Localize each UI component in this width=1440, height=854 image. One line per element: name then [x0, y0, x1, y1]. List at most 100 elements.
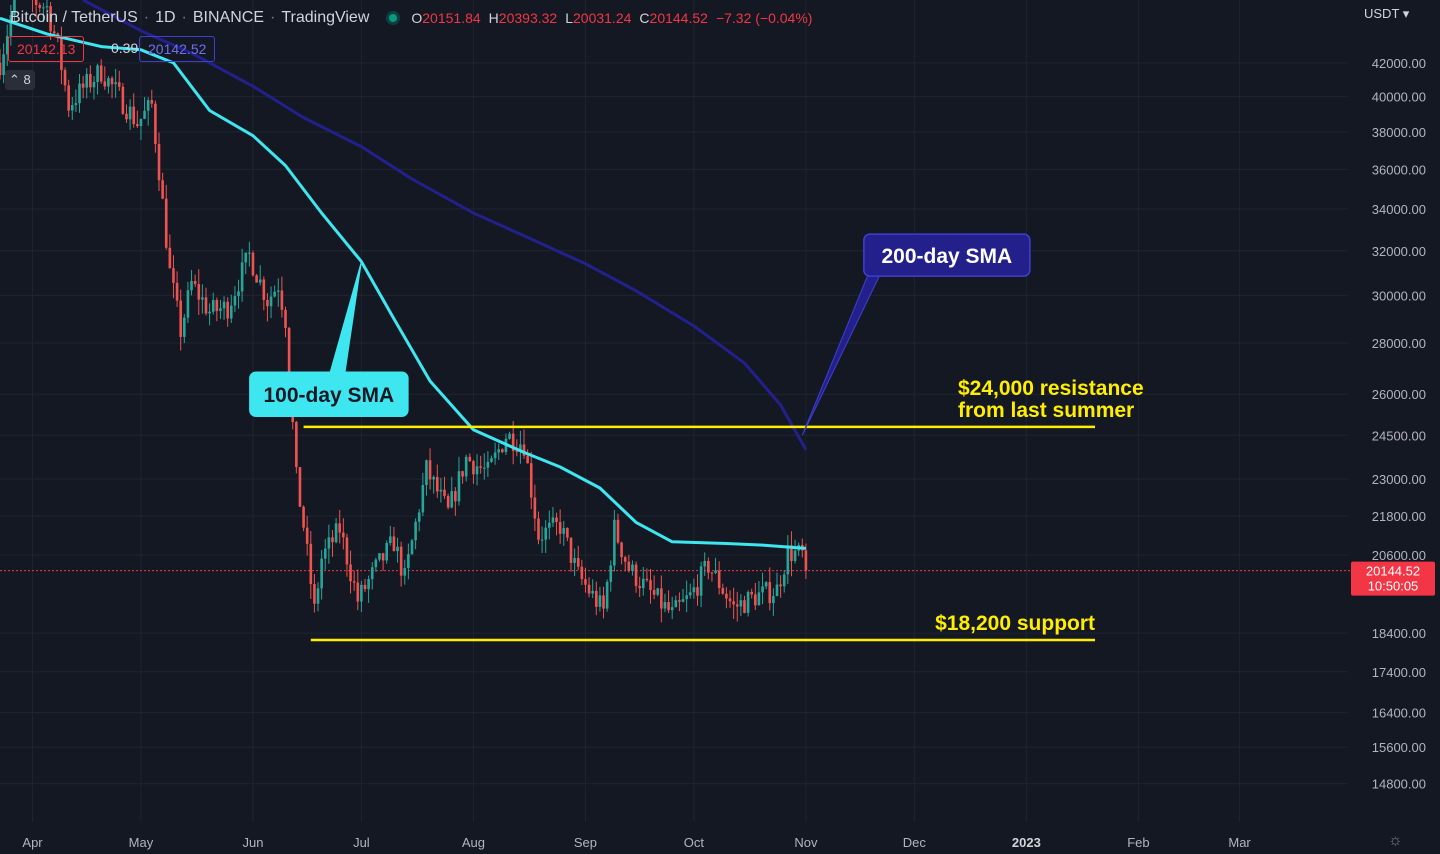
- separator-dot: ·: [181, 9, 187, 26]
- y-tick-label: 21800.00: [1372, 509, 1426, 524]
- candle-down: [338, 523, 342, 533]
- candle-down: [576, 558, 580, 567]
- candle-down: [623, 557, 627, 562]
- candle-down: [0, 62, 2, 76]
- candle-down: [302, 506, 305, 528]
- candle-up: [493, 452, 497, 459]
- candle-down: [313, 584, 316, 604]
- candle-down: [678, 600, 681, 602]
- candle-down: [352, 581, 356, 583]
- candle-down: [356, 582, 360, 602]
- market-open-icon: [389, 14, 398, 22]
- candle-down: [725, 593, 728, 599]
- candle-up: [670, 607, 674, 611]
- candle-up: [782, 574, 786, 587]
- low-label: L: [565, 10, 573, 26]
- x-tick-label: Feb: [1127, 835, 1149, 850]
- buy-price-button[interactable]: 20142.52: [139, 36, 216, 62]
- candle-down: [721, 588, 725, 594]
- candle-up: [276, 290, 280, 292]
- candle-down: [136, 124, 139, 127]
- last-price-label: 20144.52: [1366, 564, 1420, 579]
- high-label: H: [488, 10, 499, 26]
- candle-down: [804, 550, 808, 571]
- candle-up: [190, 281, 193, 291]
- candle-up: [45, 6, 49, 8]
- symbol-name[interactable]: Bitcoin / TetherUS: [10, 9, 138, 26]
- currency-selector[interactable]: USDT ▾: [1364, 6, 1409, 22]
- candle-up: [248, 252, 251, 254]
- candle-up: [13, 0, 16, 16]
- candle-down: [634, 564, 638, 587]
- spread-value: 0.39: [111, 40, 139, 56]
- open-price: 20151.84: [422, 10, 481, 26]
- candle-up: [74, 103, 78, 106]
- high-price: 20393.32: [498, 10, 558, 26]
- candle-down: [569, 537, 573, 563]
- candle-up: [229, 305, 233, 319]
- candle-down: [652, 590, 656, 595]
- candle-down: [511, 433, 515, 451]
- settings-gear-icon[interactable]: ☼: [1388, 832, 1403, 849]
- price-change: −7.32 (−0.04%): [715, 10, 813, 26]
- candle-up: [403, 568, 407, 576]
- interval-label[interactable]: 1D: [155, 9, 176, 26]
- candle-up: [183, 317, 186, 337]
- candle-up: [107, 78, 110, 87]
- candle-up: [641, 578, 645, 589]
- candle-down: [381, 553, 385, 561]
- candle-down: [49, 6, 52, 32]
- candle-down: [667, 602, 670, 611]
- candle-up: [320, 558, 323, 589]
- candle-down: [754, 594, 757, 606]
- candle-down: [529, 463, 533, 498]
- candle-down: [226, 301, 229, 319]
- candle-down: [472, 461, 475, 475]
- y-tick-label: 18400.00: [1372, 626, 1426, 641]
- candle-up: [746, 591, 750, 613]
- candle-down: [660, 588, 663, 609]
- sma100-line-group: [0, 16, 807, 550]
- candle-up: [775, 584, 779, 597]
- candle-down: [99, 65, 103, 82]
- candle-up: [70, 105, 74, 111]
- candle-up: [139, 118, 143, 127]
- callout-label: 100-day SMA: [264, 384, 395, 407]
- candle-up: [475, 466, 479, 475]
- candle-up: [385, 543, 388, 561]
- candle-up: [414, 521, 417, 541]
- candle-down: [392, 536, 396, 552]
- candle-up: [631, 564, 634, 571]
- candle-down: [342, 532, 345, 538]
- candle-down: [103, 81, 107, 87]
- x-tick-label: 2023: [1012, 835, 1041, 850]
- candle-down: [172, 268, 175, 283]
- indicators-toggle[interactable]: ⌃ 8: [5, 70, 35, 90]
- candle-down: [204, 297, 208, 314]
- candle-down: [280, 290, 284, 310]
- candle-down: [295, 422, 298, 468]
- candle-up: [407, 554, 410, 569]
- candle-up: [219, 308, 222, 312]
- candle-down: [60, 36, 63, 70]
- sell-price-button[interactable]: 20142.13: [8, 36, 85, 62]
- candle-up: [370, 567, 374, 580]
- candles-group: [0, 0, 808, 623]
- candle-down: [443, 489, 446, 496]
- source-label: TradingView: [281, 9, 370, 26]
- candle-down: [63, 69, 67, 86]
- y-tick-label: 34000.00: [1372, 202, 1426, 217]
- candle-down: [117, 82, 121, 87]
- candle-up: [757, 592, 761, 606]
- candle-up: [674, 600, 678, 608]
- y-tick-label: 26000.00: [1372, 387, 1426, 402]
- candle-down: [349, 564, 352, 582]
- y-tick-label: 30000.00: [1372, 288, 1426, 303]
- candle-down: [125, 113, 128, 120]
- candle-up: [421, 485, 425, 513]
- candle-down: [710, 572, 714, 574]
- candle-down: [121, 86, 125, 114]
- candle-down: [468, 456, 472, 462]
